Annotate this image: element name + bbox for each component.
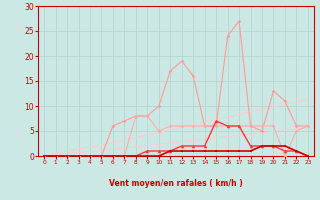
X-axis label: Vent moyen/en rafales ( km/h ): Vent moyen/en rafales ( km/h ) xyxy=(109,179,243,188)
